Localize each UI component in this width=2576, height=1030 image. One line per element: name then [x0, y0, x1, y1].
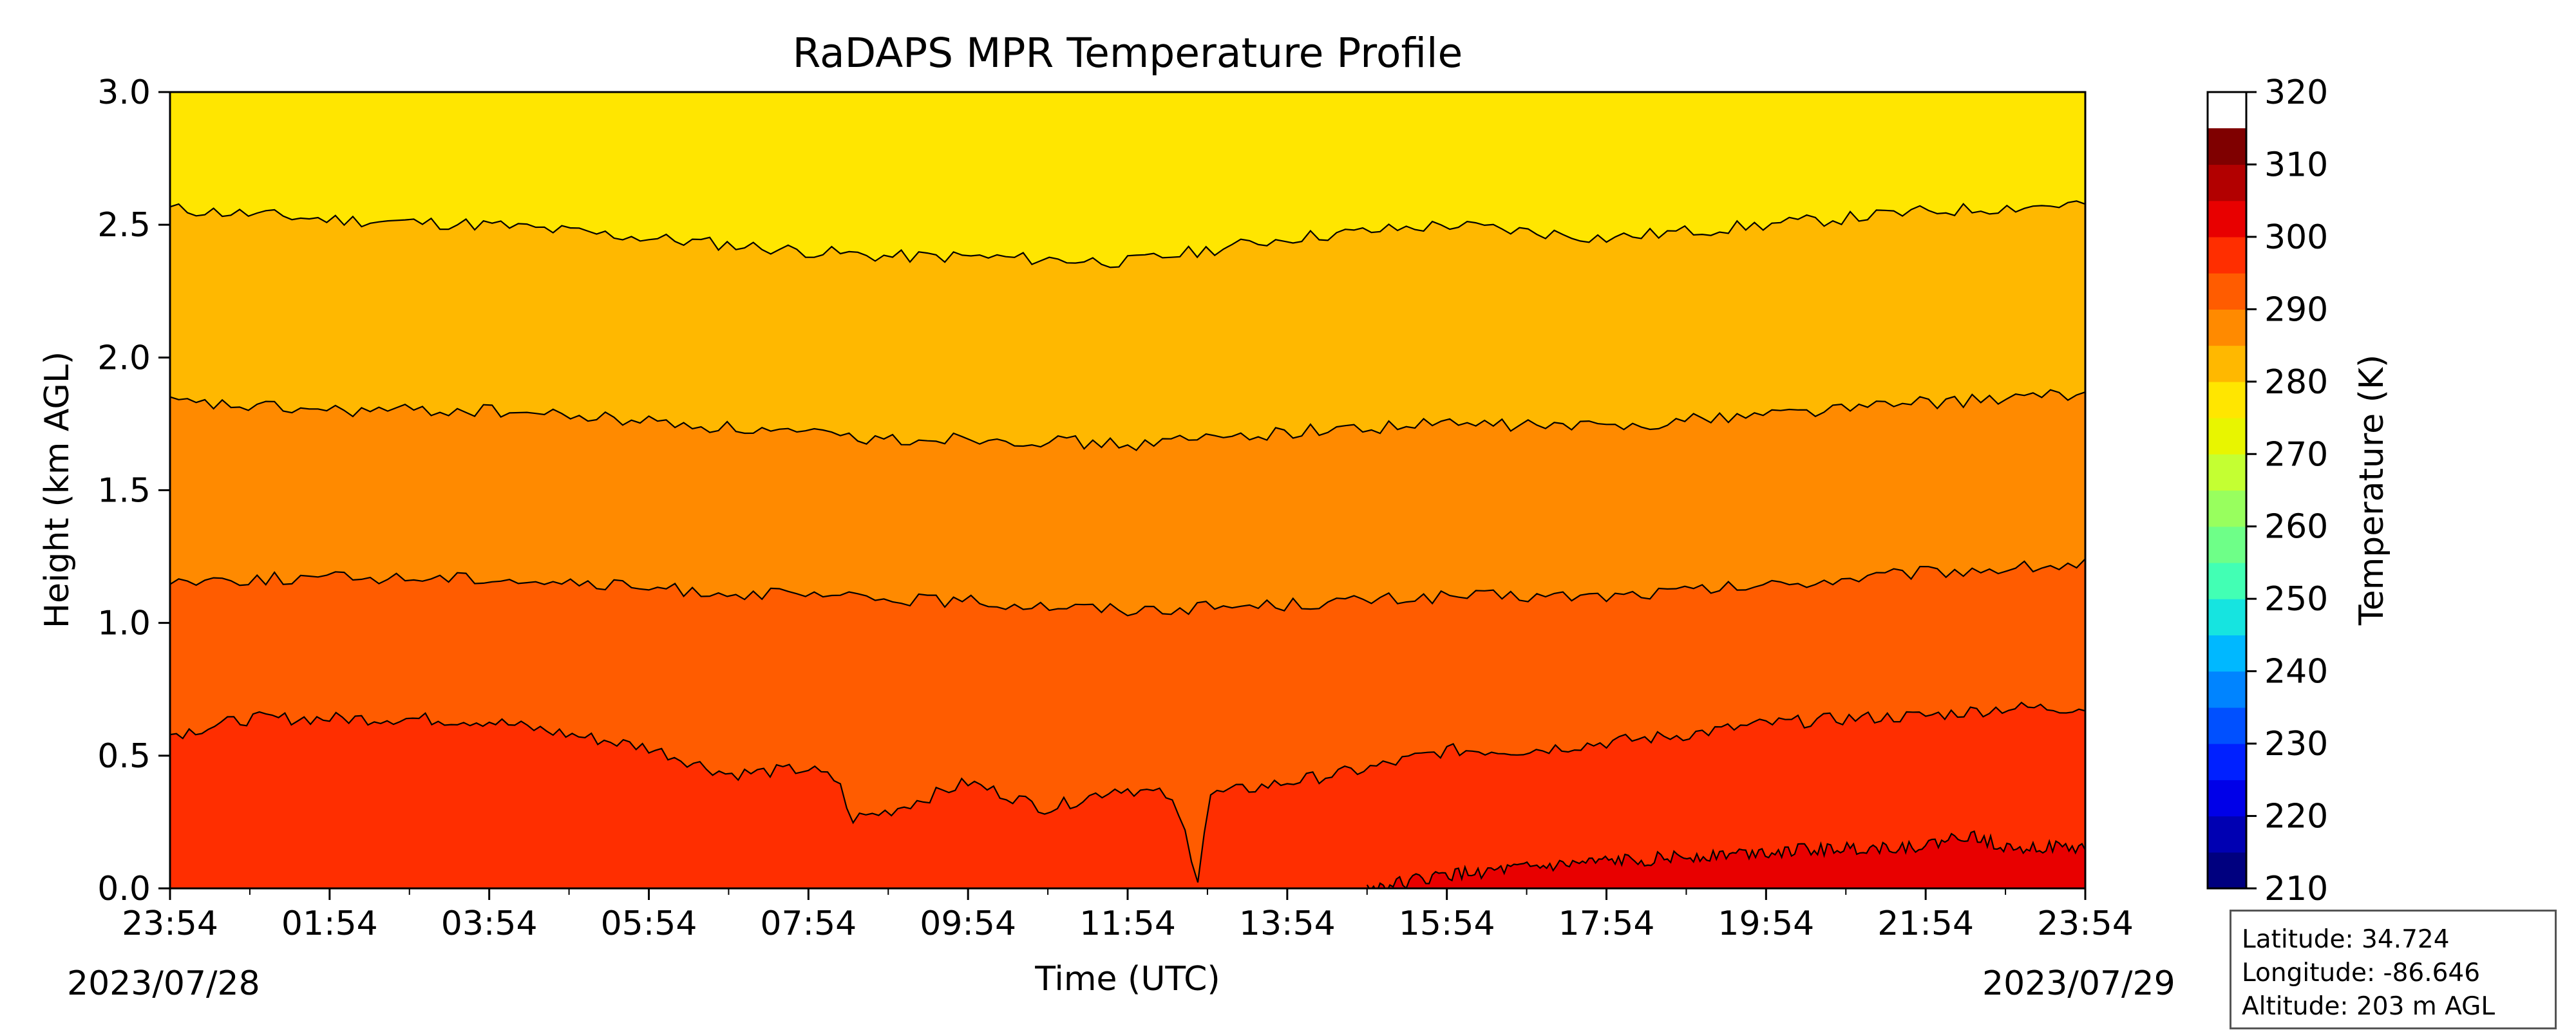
colorbar-segment — [2208, 744, 2246, 780]
colorbar-segment — [2208, 526, 2246, 563]
colorbar-segment — [2208, 671, 2246, 708]
colorbar-tick-label: 280 — [2264, 363, 2328, 402]
colorbar-segment — [2208, 707, 2246, 744]
colorbar-segment — [2208, 852, 2246, 889]
colorbar: 210 220 230 240 250 260 270 280 290 300 310 320 — [2206, 73, 2328, 908]
colorbar-tick-label: 310 — [2264, 145, 2328, 184]
x-tick-label: 11:54 — [1079, 904, 1176, 943]
colorbar-segment — [2208, 816, 2246, 853]
start-date-label: 2023/07/28 — [67, 964, 260, 1003]
x-tick-label: 13:54 — [1239, 904, 1336, 943]
colorbar-segment — [2208, 345, 2246, 382]
x-tick-label: 01:54 — [281, 904, 378, 943]
y-axis-label: Height (km AGL) — [38, 351, 77, 628]
y-axis: 0.0 0.5 1.0 1.5 2.0 2.5 3.0 — [97, 73, 170, 908]
x-axis-label: Time (UTC) — [1034, 960, 1220, 998]
contour-line-c285 — [170, 200, 2085, 268]
y-tick-label: 2.0 — [97, 339, 151, 377]
colorbar-tick-label: 240 — [2264, 653, 2328, 691]
x-tick-label: 15:54 — [1399, 904, 1495, 943]
colorbar-frame — [2206, 91, 2248, 890]
x-tick-label: 09:54 — [920, 904, 1016, 943]
colorbar-segment — [2208, 273, 2246, 310]
x-tick-label: 05:54 — [601, 904, 697, 943]
colorbar-segment — [2208, 128, 2246, 165]
colorbar-segment — [2208, 381, 2246, 418]
chart-title: RaDAPS MPR Temperature Profile — [793, 30, 1463, 77]
temperature-contour-bands — [170, 92, 2085, 888]
x-tick-label: 19:54 — [1718, 904, 1814, 943]
y-tick-label: 0.5 — [97, 737, 151, 776]
colorbar-segment — [2208, 236, 2246, 274]
x-tick-label: 23:54 — [122, 904, 218, 943]
colorbar-segment — [2208, 599, 2246, 636]
y-tick-label: 3.0 — [97, 73, 151, 112]
x-tick-label: 03:54 — [441, 904, 538, 943]
longitude-text: Longitude: -86.646 — [2242, 959, 2481, 988]
plot-area — [170, 92, 2085, 888]
colorbar-segment — [2208, 780, 2246, 817]
colorbar-segment — [2208, 562, 2246, 599]
x-tick-label: 23:54 — [2037, 904, 2134, 943]
colorbar-tick-label: 270 — [2264, 435, 2328, 474]
y-tick-label: 2.5 — [97, 206, 151, 245]
colorbar-tick-label: 250 — [2264, 580, 2328, 619]
y-tick-label: 1.0 — [97, 604, 151, 643]
colorbar-segment — [2208, 454, 2246, 491]
colorbar-segment — [2208, 490, 2246, 527]
colorbar-segment — [2208, 418, 2246, 454]
contour-line-c305 — [1366, 830, 2085, 888]
colorbar-segment — [2208, 635, 2246, 672]
x-tick-label: 17:54 — [1558, 904, 1655, 943]
colorbar-tick-label: 320 — [2264, 73, 2328, 112]
colorbar-segment — [2208, 200, 2246, 238]
temperature-contour-lines — [170, 200, 2085, 888]
colorbar-tick-label: 260 — [2264, 508, 2328, 547]
colorbar-tick-label: 290 — [2264, 290, 2328, 329]
colorbar-tick-label: 300 — [2264, 218, 2328, 257]
contour-line-c300 — [170, 701, 2085, 883]
site-info-box: Latitude: 34.724 Longitude: -86.646 Alti… — [2230, 910, 2557, 1029]
band-300-305 — [170, 702, 2085, 888]
colorbar-segment — [2208, 164, 2246, 201]
colorbar-label: Temperature (K) — [2353, 355, 2391, 626]
colorbar-tick-label: 220 — [2264, 798, 2328, 836]
colorbar-tick-label: 230 — [2264, 725, 2328, 763]
colorbar-segment — [2208, 309, 2246, 346]
x-tick-label: 21:54 — [1877, 904, 1974, 943]
altitude-text: Altitude: 203 m AGL — [2242, 992, 2496, 1021]
colorbar-tick-label: 210 — [2264, 870, 2328, 908]
end-date-label: 2023/07/29 — [1982, 964, 2175, 1003]
y-tick-label: 0.0 — [97, 870, 151, 908]
contour-line-c295 — [170, 558, 2085, 617]
y-tick-label: 1.5 — [97, 472, 151, 510]
x-tick-label: 07:54 — [760, 904, 857, 943]
latitude-text: Latitude: 34.724 — [2242, 925, 2450, 954]
contour-line-c290 — [170, 389, 2085, 451]
x-axis: 23:54 01:54 03:54 05:54 07:54 09:54 11:54 13:54… — [122, 888, 2134, 943]
